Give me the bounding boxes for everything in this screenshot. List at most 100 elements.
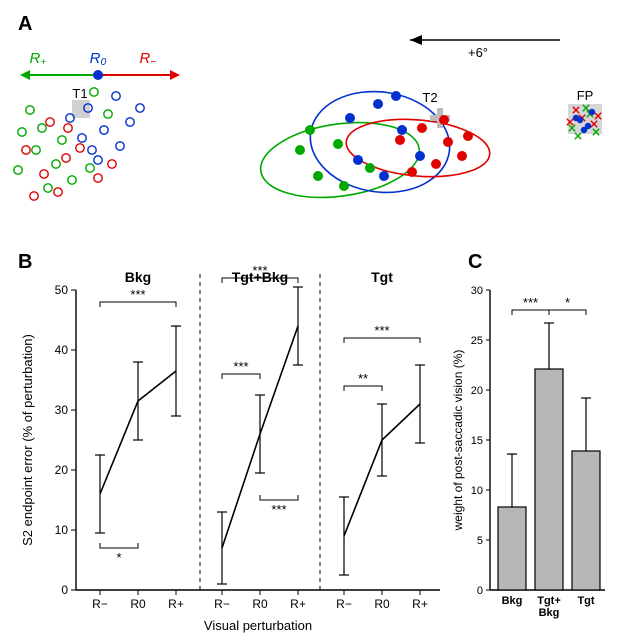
t1-scatter-green [104,110,112,118]
panelC-xticklabel: Bkg [502,595,523,607]
panel-C-label: C [468,251,482,273]
t2-scatter-blue [345,113,355,123]
panelC-bar [498,507,526,590]
t1-scatter-green [90,88,98,96]
panelC-xticklabel: Tgt [577,595,594,607]
t2-scatter-green [339,181,349,191]
t2-label: T2 [422,90,437,105]
t1-scatter-green [58,136,66,144]
t1-scatter-green [68,176,76,184]
ellipse-red [344,114,492,182]
t1-scatter-blue [88,146,96,154]
t2-scatter-blue [353,155,363,165]
t1-scatter-green [18,128,26,136]
panelC-bar [535,369,563,590]
panelC-yticklabel: 0 [477,585,483,597]
panelB-sigbracket [344,386,382,391]
panelB-yticklabel: 30 [55,403,69,417]
panelB-sigbracket [260,495,298,500]
t2-scatter-blue [415,151,425,161]
panelB-siglabel: *** [374,323,389,338]
t2-scatter-blue [391,91,401,101]
panelB-ylabel: S2 endpoint error (% of perturbation) [20,334,35,546]
six-deg-label: +6° [468,45,488,60]
fp-dot-blue [581,127,587,133]
t1-scatter-green [14,166,22,174]
panelB-sigbracket [344,338,420,343]
t1-scatter-red [76,144,84,152]
panelB-header: Bkg [125,269,151,285]
panelB-yticklabel: 40 [55,343,69,357]
r0-dot [93,70,103,80]
t1-scatter-red [64,124,72,132]
panelC-ylabel: weight of post-saccadic vision (%) [451,350,465,532]
panelB-xticklabel: R+ [412,597,428,611]
panelC-siglabel: *** [523,295,538,310]
panelB-yticklabel: 0 [61,583,68,597]
six-deg-arrowhead [410,35,422,45]
t2-scatter-red [463,131,473,141]
panelC-yticklabel: 20 [471,385,483,397]
panelB-header: Tgt [371,269,393,285]
t1-label: T1 [72,86,87,101]
panelB-xticklabel: R0 [374,597,390,611]
panelB-xticklabel: R− [214,597,230,611]
panelB-sigbracket [222,374,260,379]
panelC-yticklabel: 5 [477,535,483,547]
t1-scatter-red [22,146,30,154]
t2-scatter-red [417,123,427,133]
t2-scatter-green [305,125,315,135]
panel-B-label: B [18,251,32,273]
t2-scatter-red [407,167,417,177]
panelC-sigbracket [512,310,549,315]
panelC-xticklabel: Tgt+ [537,595,561,607]
r0-label: R0 [90,50,107,68]
t1-scatter-green [38,124,46,132]
panelB-sigbracket [100,543,138,548]
t1-scatter-green [86,164,94,172]
t2-scatter-red [443,137,453,147]
panelB-siglabel: *** [130,287,145,302]
panelC-xticklabel: Bkg [539,607,560,619]
t1-box [72,100,90,118]
panelB-siglabel: *** [252,263,267,278]
panelC-bar [572,451,600,590]
t2-scatter-red [439,115,449,125]
t1-scatter-red [94,174,102,182]
panelC-yticklabel: 30 [471,285,483,297]
t1-scatter-red [40,170,48,178]
panel-A-label: A [18,13,32,35]
panelB-yticklabel: 10 [55,523,69,537]
t1-scatter-green [26,106,34,114]
panelB-xticklabel: R+ [290,597,306,611]
panelB-siglabel: *** [271,502,286,517]
t2-scatter-red [457,151,467,161]
panelB-yticklabel: 20 [55,463,69,477]
t1-scatter-green [32,146,40,154]
t1-scatter-blue [116,142,124,150]
t2-scatter-blue [397,125,407,135]
t1-scatter-blue [78,134,86,142]
t2-scatter-blue [379,171,389,181]
fp-label: FP [577,88,594,103]
fp-dot-blue [589,109,595,115]
t1-scatter-red [54,188,62,196]
panelC-siglabel: * [565,295,570,310]
panelB-siglabel: *** [233,359,248,374]
panelB-xticklabel: R0 [252,597,268,611]
t2-scatter-green [313,171,323,181]
rplus-arrowhead [20,70,30,80]
panelB-xticklabel: R− [336,597,352,611]
panelC-yticklabel: 25 [471,335,483,347]
panelB-yticklabel: 50 [55,283,69,297]
t1-scatter-red [108,160,116,168]
t2-scatter-green [365,163,375,173]
t1-scatter-green [52,160,60,168]
t1-scatter-blue [136,104,144,112]
panelC-sigbracket [549,310,586,315]
fp-dot-blue [573,115,579,121]
panelC-yticklabel: 10 [471,485,483,497]
t1-scatter-red [30,192,38,200]
t2-scatter-blue [373,99,383,109]
panelB-sigbracket [100,302,176,307]
